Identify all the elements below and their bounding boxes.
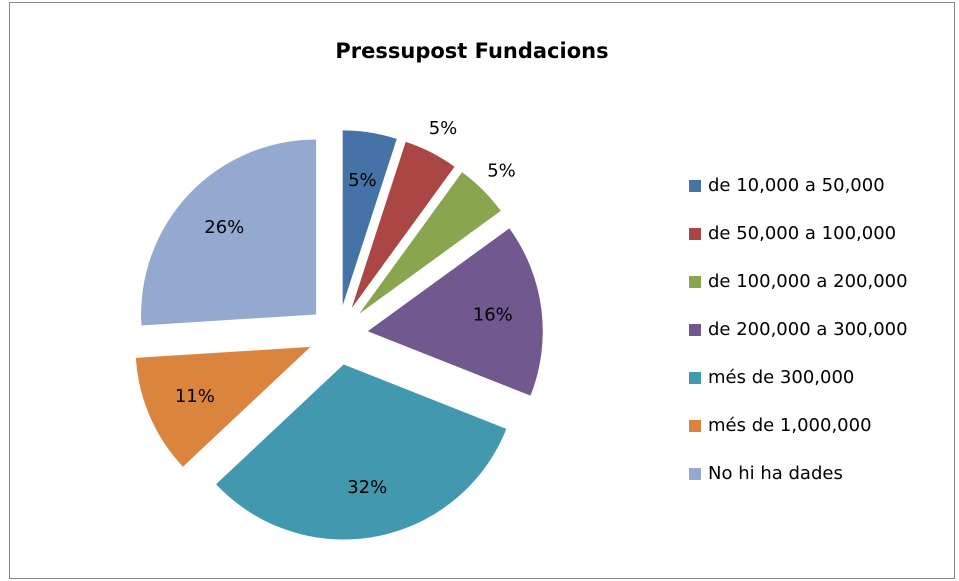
data-label: 11% xyxy=(175,386,215,407)
data-label: 5% xyxy=(429,118,458,139)
pie-slice xyxy=(359,172,501,314)
data-label: 16% xyxy=(473,304,513,325)
legend-label: de 50,000 a 100,000 xyxy=(708,223,896,244)
legend-swatch xyxy=(689,324,701,336)
legend-label: de 10,000 a 50,000 xyxy=(708,175,885,196)
pie-slice xyxy=(216,364,507,540)
legend-label: No hi ha dades xyxy=(708,463,843,484)
legend-label: més de 1,000,000 xyxy=(708,415,872,436)
pie-slice xyxy=(135,346,311,467)
pie-slice xyxy=(141,139,317,326)
legend-swatch xyxy=(689,420,701,432)
pie-slice xyxy=(367,228,543,396)
pie-slice xyxy=(342,130,397,306)
legend-swatch xyxy=(689,372,701,384)
legend-swatch xyxy=(689,180,701,192)
legend-label: de 100,000 a 200,000 xyxy=(708,271,908,292)
legend-swatch xyxy=(689,228,701,240)
data-label: 5% xyxy=(348,170,377,191)
legend-swatch xyxy=(689,276,701,288)
legend-label: de 200,000 a 300,000 xyxy=(708,319,908,340)
data-label: 5% xyxy=(487,160,516,181)
legend-label: més de 300,000 xyxy=(708,367,854,388)
chart-title: Pressupost Fundacions xyxy=(335,39,608,63)
legend-swatch xyxy=(689,468,701,480)
data-label: 32% xyxy=(347,477,387,498)
data-label: 26% xyxy=(204,217,244,238)
pie-slice xyxy=(351,141,455,309)
